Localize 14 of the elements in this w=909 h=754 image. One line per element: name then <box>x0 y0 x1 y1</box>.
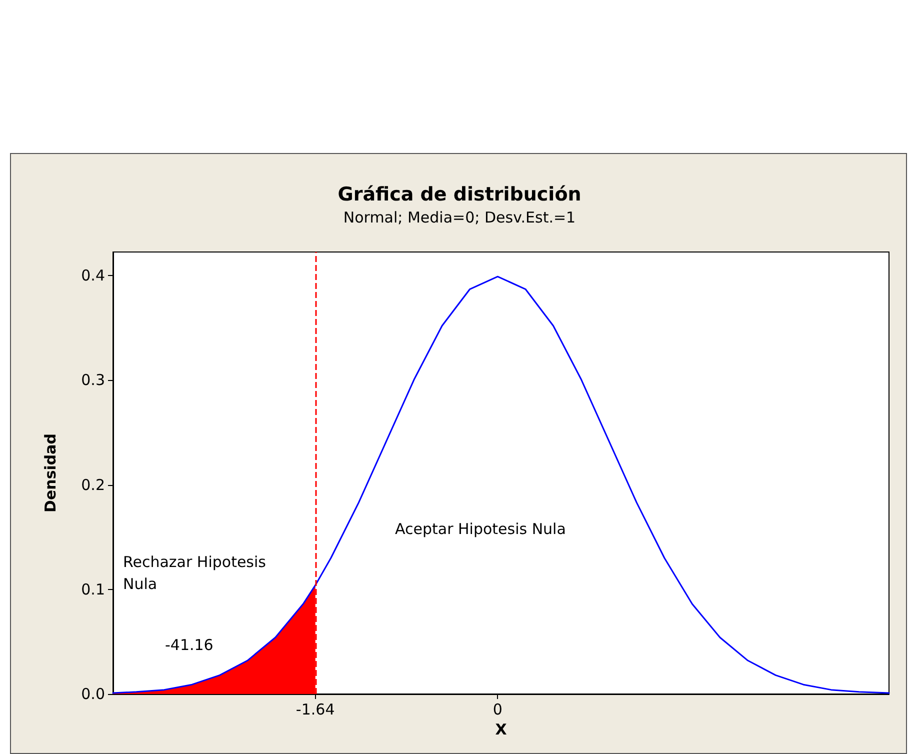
annotation: Rechazar Hipotesis Nula <box>123 552 267 595</box>
y-tick-label: 0.3 <box>81 371 105 390</box>
y-tick-label: 0.4 <box>81 266 105 285</box>
x-tick-label: -1.64 <box>296 700 335 718</box>
y-axis-title: Densidad <box>42 434 60 512</box>
x-axis-title: X <box>495 720 508 738</box>
y-tick-label: 0.1 <box>81 580 105 598</box>
chart-subtitle: Normal; Media=0; Desv.Est.=1 <box>343 208 576 226</box>
annotation: Aceptar Hipotesis Nula <box>395 519 566 540</box>
chart-title: Gráfica de distribución <box>338 184 582 206</box>
y-tick-label: 0.2 <box>81 476 105 494</box>
annotation: -41.16 <box>165 635 214 656</box>
y-tick-label: 0.0 <box>81 685 105 703</box>
x-tick-label: 0 <box>492 700 502 718</box>
